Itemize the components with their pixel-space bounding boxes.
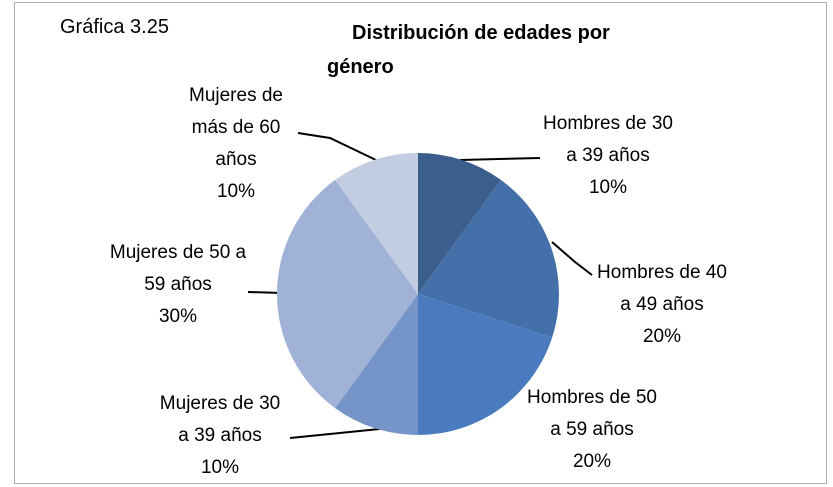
slice-label: Hombres de 50 a 59 años 20% <box>527 382 657 478</box>
pie-slice <box>335 153 418 294</box>
slice-label: Hombres de 40 a 49 años 20% <box>597 257 727 353</box>
value-label: 10% <box>588 177 628 198</box>
slice-label: Mujeres de 50 a 59 años 30% <box>108 237 248 333</box>
category-name: Mujeres de 30 a 39 años <box>159 393 281 446</box>
value-label: 30% <box>158 306 198 327</box>
pie-slice <box>418 179 559 338</box>
leader-line <box>289 427 391 439</box>
value-label: 20% <box>572 451 612 472</box>
pie-slice <box>418 153 501 294</box>
chart-title: Distribución de edades por género <box>327 22 610 78</box>
chart-label: Gráfica 3.25 <box>60 16 169 38</box>
value-label: 20% <box>642 326 682 347</box>
pie-slice <box>335 294 418 435</box>
category-name: Hombres de 40 a 49 años <box>597 262 727 315</box>
leader-line <box>297 132 377 161</box>
value-label: 10% <box>200 457 240 478</box>
category-name: Hombres de 50 a 59 años <box>527 387 657 440</box>
leader-lines <box>247 132 593 439</box>
category-name: Hombres de 30 a 39 años <box>543 113 673 166</box>
slice-label: Mujeres de 30 a 39 años 10% <box>155 388 285 484</box>
slice-label: Hombres de 30 a 39 años 10% <box>543 108 673 204</box>
value-label: 10% <box>216 181 256 202</box>
frame <box>14 2 827 484</box>
leader-line <box>459 157 541 161</box>
pie-slice <box>418 294 553 435</box>
pie-slice <box>277 179 418 409</box>
leader-line <box>247 291 283 294</box>
leader-line <box>551 241 593 276</box>
category-name: Mujeres de más de 60 años <box>189 85 283 170</box>
slice-label: Mujeres de más de 60 años 10% <box>175 80 297 208</box>
category-name: Mujeres de 50 a 59 años <box>109 242 247 295</box>
